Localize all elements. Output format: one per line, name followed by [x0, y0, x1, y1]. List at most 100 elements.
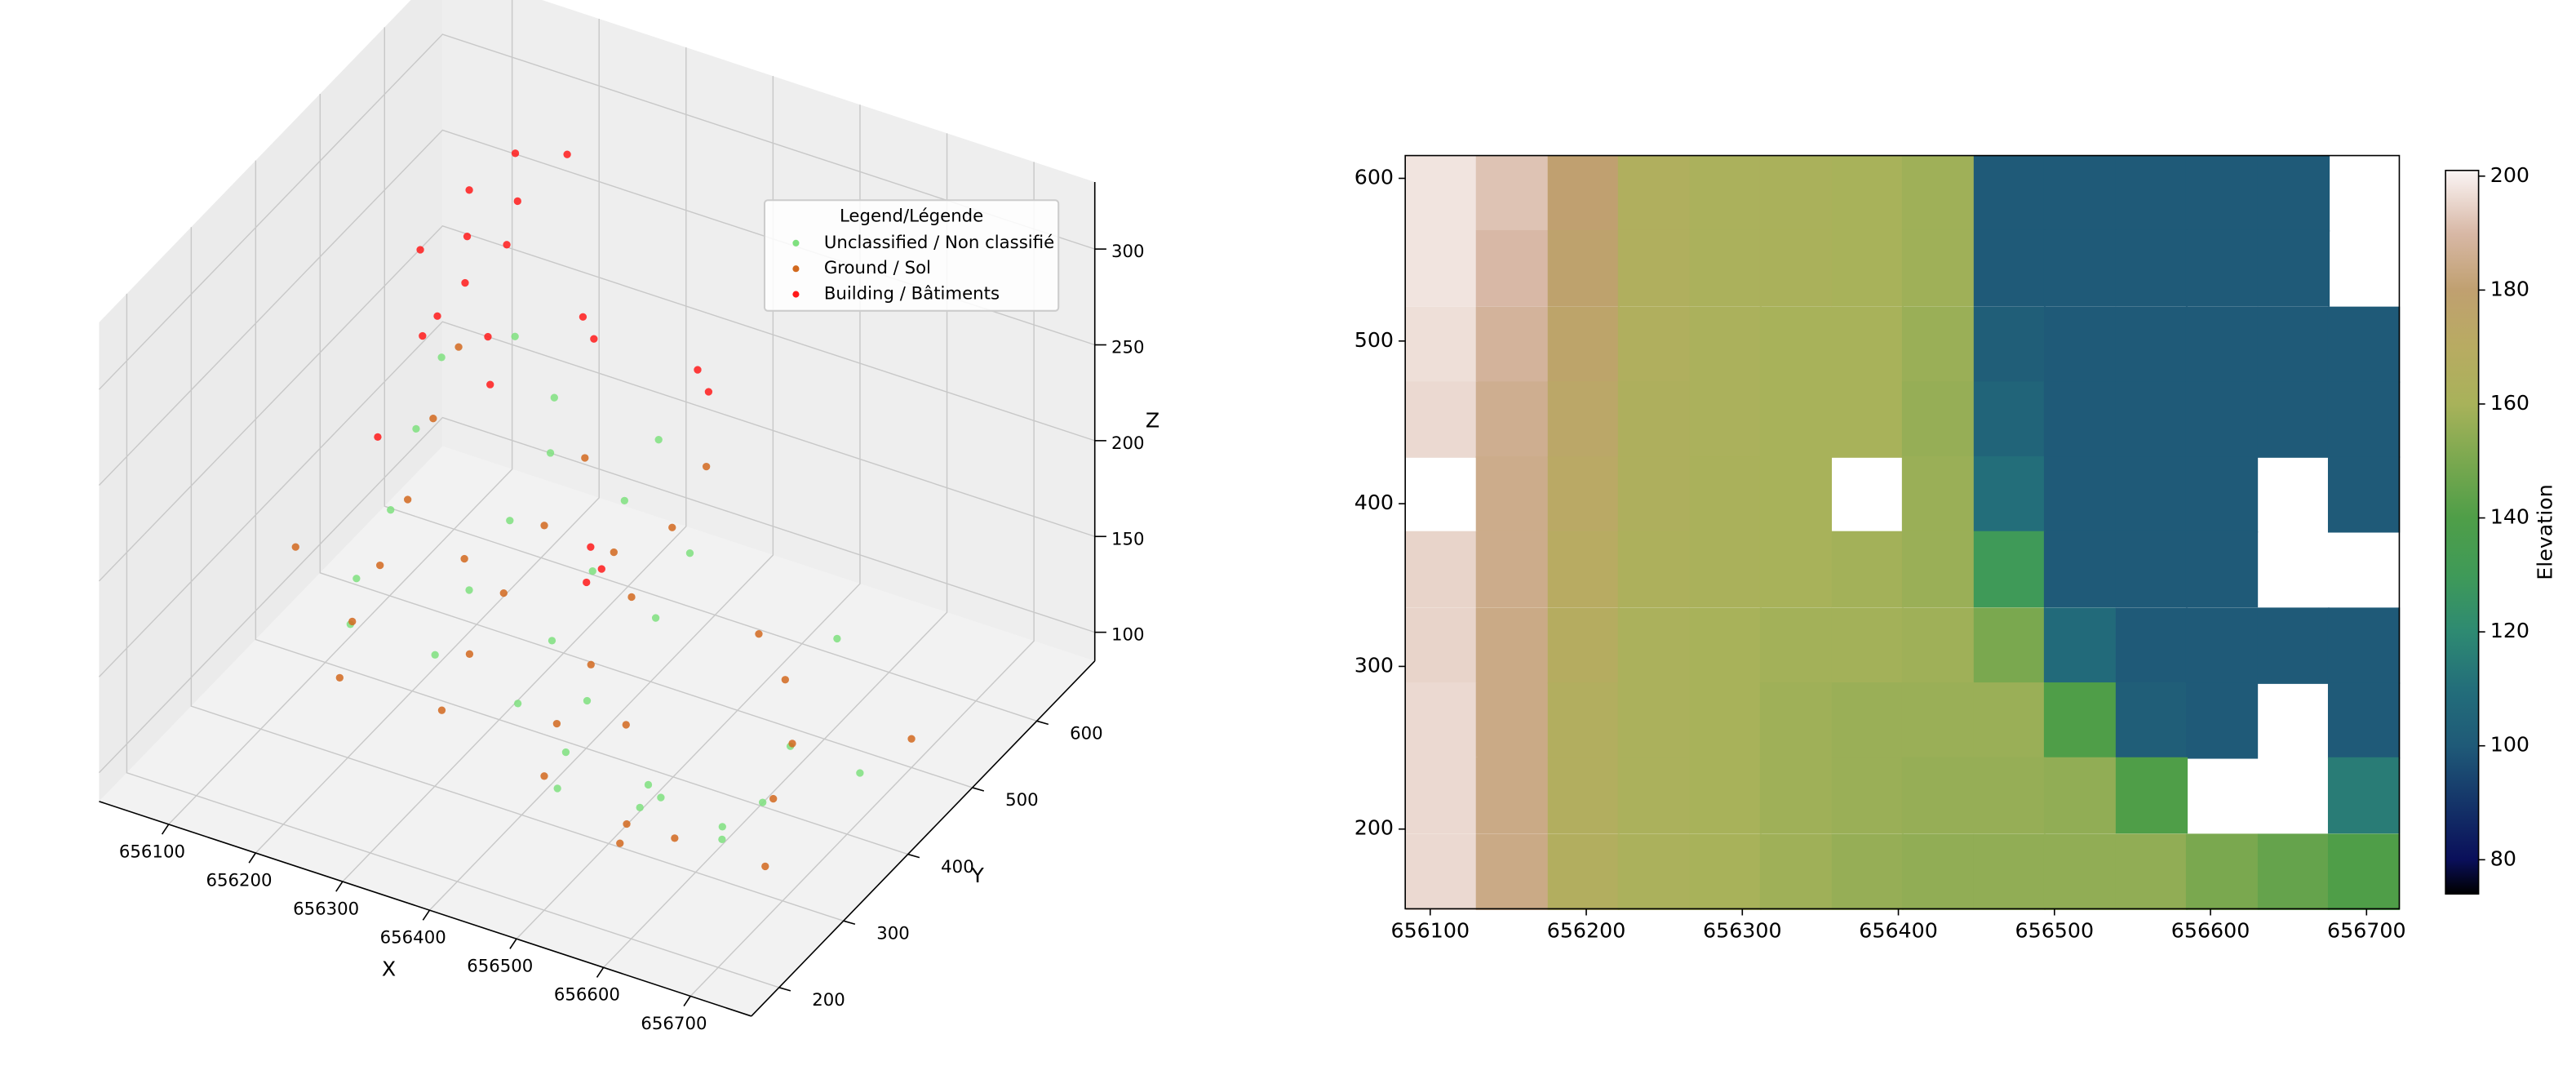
y-tick-label: 300: [876, 923, 910, 944]
x-tick-label: 656700: [2327, 919, 2406, 943]
point: [506, 517, 514, 525]
grid-line: [384, 27, 1037, 722]
z-axis-label: Z: [1146, 408, 1159, 432]
cell: [2185, 229, 2259, 307]
point: [376, 561, 384, 570]
cell: [1617, 155, 1690, 232]
point: [548, 637, 556, 645]
point: [429, 415, 437, 423]
point: [616, 839, 624, 847]
cell: [1901, 757, 1975, 834]
cell: [1547, 229, 1620, 307]
point: [610, 548, 618, 557]
cell: [1617, 833, 1690, 910]
point: [597, 565, 605, 573]
point: [348, 617, 357, 626]
x-tick-label: 656300: [293, 899, 359, 919]
point: [636, 803, 644, 812]
x-tick-label: 656300: [1703, 919, 1782, 943]
cell: [1973, 155, 2046, 232]
cell: [1901, 306, 1975, 384]
point: [431, 651, 439, 659]
point: [718, 823, 726, 831]
cell: [2327, 833, 2401, 910]
cell: [1901, 381, 1975, 458]
cell: [1475, 306, 1548, 384]
legend-label: Ground / Sol: [824, 258, 931, 278]
cell: [1831, 155, 1904, 232]
point: [540, 772, 548, 780]
y-tick-label: 500: [1355, 328, 1394, 352]
cell: [2043, 306, 2117, 384]
x-tick-label: 656700: [641, 1014, 707, 1034]
cell: [1759, 306, 1833, 384]
y-tick-label: 400: [1355, 491, 1394, 514]
cell: [1547, 757, 1620, 834]
cell: [1405, 155, 1478, 232]
point: [513, 197, 521, 206]
cell: [2115, 229, 2188, 307]
point: [461, 278, 469, 287]
grid-line: [126, 293, 779, 988]
cell: [2185, 306, 2259, 384]
x-tick: [683, 995, 691, 1006]
plot-frame: [1404, 154, 2401, 910]
x-tick-label: 656100: [119, 842, 185, 862]
x-tick: [596, 966, 605, 978]
cell: [1405, 381, 1478, 458]
cell: [1973, 531, 2046, 608]
cell: [2043, 531, 2117, 608]
point: [702, 462, 711, 471]
grid-line: [98, 416, 1095, 774]
point: [769, 794, 778, 803]
cell: [2043, 229, 2117, 307]
x-tick-label: 656100: [1391, 919, 1470, 943]
cell: [1901, 155, 1975, 232]
x-tick-label: 656400: [1859, 919, 1938, 943]
cell: [1475, 531, 1548, 608]
point: [627, 593, 636, 602]
cell: [1547, 381, 1620, 458]
cell: [2327, 682, 2401, 759]
point: [685, 549, 694, 557]
cell: [2257, 306, 2330, 384]
colorbar-tick-label: 80: [2490, 846, 2516, 870]
point: [511, 149, 520, 158]
colorbar-tick-label: 200: [2490, 163, 2529, 187]
point: [856, 769, 864, 777]
point: [644, 780, 653, 789]
cell: [1901, 229, 1975, 307]
cell: [1689, 833, 1762, 910]
cell: [1689, 456, 1762, 533]
grid-line: [168, 0, 513, 825]
cell: [1831, 682, 1904, 759]
point: [404, 495, 412, 504]
point: [623, 819, 631, 828]
cell: [1689, 155, 1762, 232]
x-tick-label: 656400: [380, 928, 446, 948]
cell: [1831, 833, 1904, 910]
point: [419, 331, 427, 340]
cell: [2043, 757, 2117, 834]
point: [374, 433, 382, 442]
grid-line: [98, 321, 1095, 677]
cell: [2327, 306, 2401, 384]
cell: [1405, 757, 1478, 834]
cell: [1831, 757, 1904, 834]
grid-line: [190, 227, 844, 922]
cell: [1973, 381, 2046, 458]
cell: [2043, 682, 2117, 759]
colorbar-tick-label: 100: [2490, 733, 2529, 757]
pane-back: [442, 0, 1095, 661]
cell: [1759, 381, 1833, 458]
point: [694, 366, 702, 374]
cell: [2115, 757, 2188, 834]
cell: [2115, 381, 2188, 458]
pane-floor: [99, 446, 1095, 1016]
legend-title: Legend/Légende: [840, 206, 983, 226]
x-tick-label: 656200: [1547, 919, 1626, 943]
point: [486, 380, 494, 389]
point: [550, 393, 558, 402]
x-tick-label: 656600: [554, 985, 620, 1006]
